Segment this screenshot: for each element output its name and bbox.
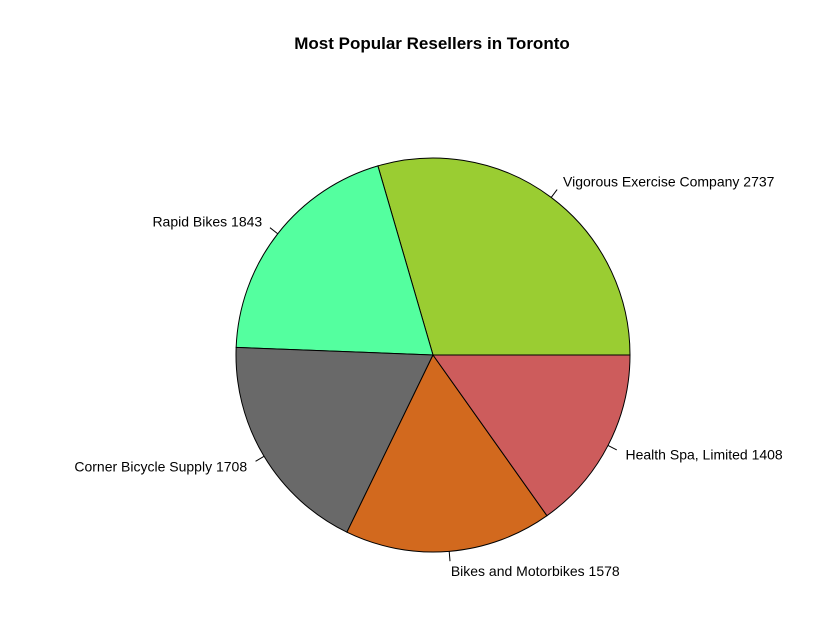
leader-line-1 (269, 227, 279, 235)
chart-title: Most Popular Resellers in Toronto (294, 34, 570, 53)
pie-labels: Vigorous Exercise Company 2737 Rapid Bike… (74, 174, 783, 579)
slice-label-3: Bikes and Motorbikes 1578 (451, 563, 620, 579)
pie-slice-0 (377, 157, 631, 356)
slice-label-2: Corner Bicycle Supply 1708 (74, 458, 247, 474)
pie-slices (235, 157, 631, 553)
leader-line-3 (448, 551, 451, 562)
pie-slice-4 (432, 354, 631, 517)
slice-label-1: Rapid Bikes 1843 (152, 214, 262, 230)
slice-label-4: Health Spa, Limited 1408 (626, 446, 783, 462)
pie-slice-3 (346, 354, 548, 553)
leader-line-2 (255, 455, 265, 462)
leader-line-4 (607, 444, 617, 451)
pie-slice-1 (235, 165, 434, 356)
leader-line-0 (550, 189, 558, 198)
pie-slice-2 (235, 346, 434, 533)
slice-label-0: Vigorous Exercise Company 2737 (563, 174, 775, 190)
